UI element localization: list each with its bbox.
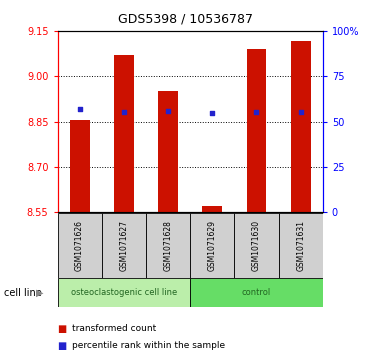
Text: control: control — [242, 288, 271, 297]
Text: GSM1071629: GSM1071629 — [208, 220, 217, 271]
Text: cell line: cell line — [4, 288, 42, 298]
Bar — [234, 213, 279, 278]
Bar — [246, 49, 266, 212]
Bar — [58, 213, 102, 278]
Text: GSM1071631: GSM1071631 — [296, 220, 305, 271]
Bar — [291, 41, 311, 212]
Text: ■: ■ — [58, 323, 67, 334]
Bar — [158, 91, 178, 212]
Text: GSM1071628: GSM1071628 — [164, 220, 173, 271]
Bar — [190, 213, 234, 278]
Point — [121, 109, 127, 115]
Point — [209, 110, 215, 116]
Text: GSM1071626: GSM1071626 — [75, 220, 84, 271]
Text: GDS5398 / 10536787: GDS5398 / 10536787 — [118, 13, 253, 26]
Text: GSM1071627: GSM1071627 — [119, 220, 128, 271]
Point — [298, 109, 303, 115]
Text: ▶: ▶ — [36, 288, 44, 298]
Bar — [146, 213, 190, 278]
Text: ■: ■ — [58, 340, 67, 351]
Bar — [190, 278, 323, 307]
Bar — [202, 206, 222, 212]
Bar — [114, 55, 134, 212]
Bar — [70, 120, 89, 212]
Text: osteoclastogenic cell line: osteoclastogenic cell line — [71, 288, 177, 297]
Point — [165, 109, 171, 114]
Bar — [58, 278, 190, 307]
Text: GSM1071630: GSM1071630 — [252, 220, 261, 271]
Point — [253, 109, 259, 115]
Point — [77, 106, 83, 112]
Text: percentile rank within the sample: percentile rank within the sample — [72, 341, 226, 350]
Bar — [102, 213, 146, 278]
Text: transformed count: transformed count — [72, 324, 157, 333]
Bar — [279, 213, 323, 278]
